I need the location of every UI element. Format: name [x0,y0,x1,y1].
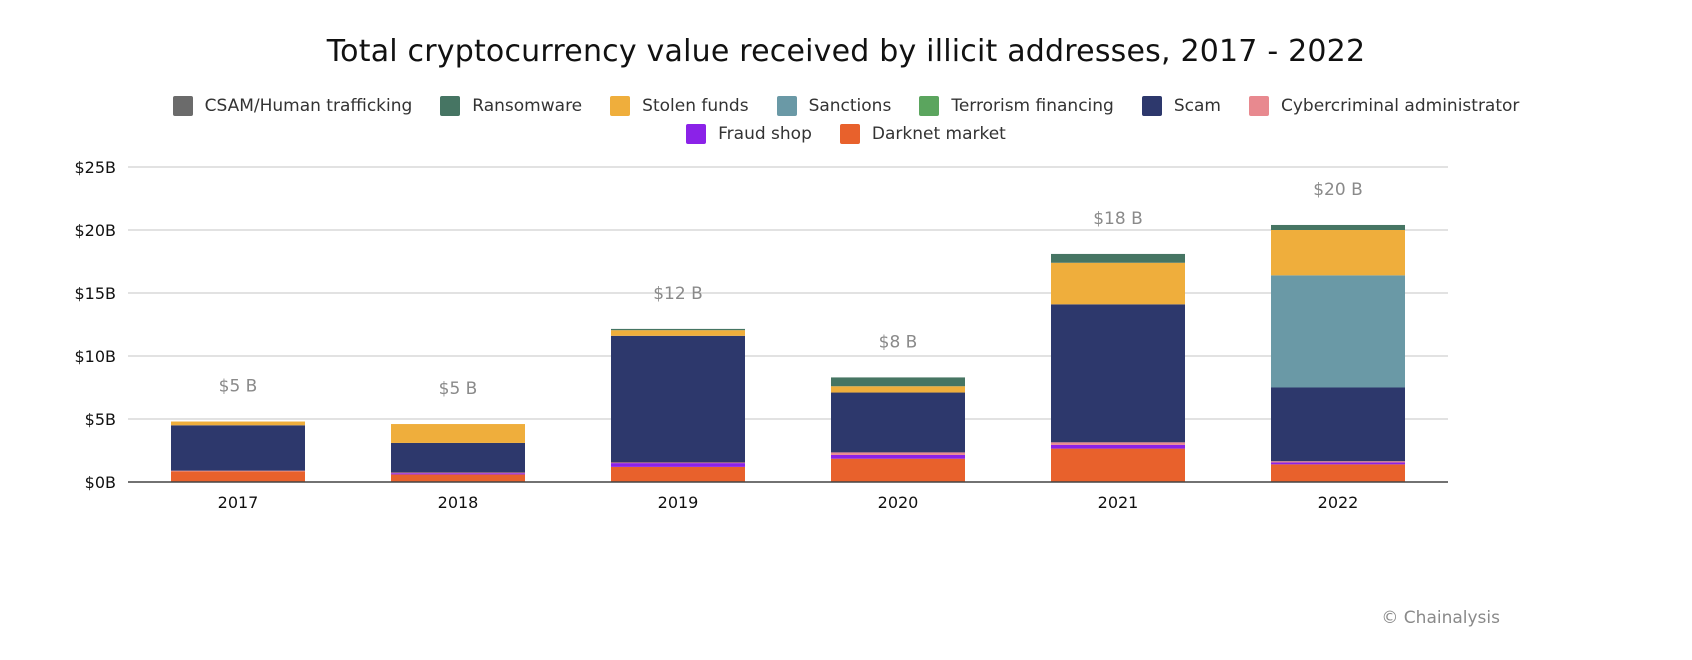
y-tick-label: $20B [74,221,116,240]
legend-swatch [440,96,461,116]
bar-segment-darknet-market[interactable] [831,458,965,482]
bar-segment-scam[interactable] [391,442,525,473]
legend-item-ransomware[interactable]: Ransomware [440,96,582,116]
x-tick-label: 2022 [1318,493,1359,512]
legend-row-2: Fraud shop Darknet market [0,124,1692,144]
legend-swatch [1248,96,1269,116]
bar-segment-scam[interactable] [171,425,305,471]
bar-segment-ransomware[interactable] [831,377,965,387]
legend-item-scam[interactable]: Scam [1141,96,1221,116]
bar-segment-ransomware[interactable] [1271,224,1405,230]
bar-segment-stolen-funds[interactable] [831,386,965,393]
legend-swatch [919,96,940,116]
legend-row-1: CSAM/Human trafficking Ransomware Stolen… [0,96,1692,116]
total-label: $12 B [653,284,703,304]
bar-segment-scam[interactable] [831,392,965,453]
x-tick-label: 2019 [658,493,699,512]
total-label: $20 B [1313,180,1363,200]
total-label: $8 B [879,332,918,352]
bar-segment-cybercriminal-administrator[interactable] [391,472,525,474]
bar-segment-stolen-funds[interactable] [1271,230,1405,276]
legend-swatch [610,96,631,116]
x-tick-label: 2020 [878,493,919,512]
legend-label: Fraud shop [718,124,812,144]
y-tick-label: $15B [74,284,116,303]
legend-label: Terrorism financing [951,96,1114,116]
legend-swatch [776,96,797,116]
bar-segment-stolen-funds[interactable] [1051,262,1185,305]
bar-segment-darknet-market[interactable] [391,474,525,482]
bar-segment-scam[interactable] [1051,304,1185,443]
bar-segment-fraud-shop[interactable] [1271,462,1405,465]
legend-label: Cybercriminal administrator [1280,96,1520,116]
bar-segment-darknet-market[interactable] [1271,464,1405,482]
bar-stack-2021 [1051,253,1185,482]
x-tick-label: 2018 [438,493,479,512]
bar-stack-2020 [831,377,965,482]
x-tick-label: 2017 [218,493,259,512]
legend-label: Stolen funds [642,96,749,116]
legend-label: CSAM/Human trafficking [204,96,413,116]
legend-item-stolen-funds[interactable]: Stolen funds [610,96,749,116]
bar-segment-sanctions[interactable] [1271,275,1405,388]
bar-segment-cybercriminal-administrator[interactable] [831,452,965,455]
legend-label: Darknet market [871,124,1006,144]
total-labels: $5 B $5 B $12 B $8 B $18 B $20 B [219,180,1363,399]
y-tick-label: $0B [85,473,116,492]
y-tick-label: $5B [85,410,116,429]
bar-segment-cybercriminal-administrator[interactable] [611,462,745,464]
bar-segment-cybercriminal-administrator[interactable] [171,470,305,472]
bar-segment-darknet-market[interactable] [611,466,745,482]
legend-item-fraud-shop[interactable]: Fraud shop [686,124,812,144]
y-tick-label: $25B [74,158,116,177]
bar-segment-darknet-market[interactable] [171,471,305,482]
bar-segment-ransomware[interactable] [1051,253,1185,263]
bar-segment-cybercriminal-administrator[interactable] [1271,461,1405,463]
bar-stack-2019 [611,328,745,482]
x-axis: 2017 2018 2019 2020 2021 2022 [128,481,1448,512]
total-label: $5 B [219,377,258,397]
legend-swatch [1141,96,1162,116]
legend-swatch [172,96,193,116]
legend-label: Ransomware [472,96,583,116]
total-label: $18 B [1093,209,1143,229]
bar-segment-ransomware[interactable] [611,328,745,331]
bar-segment-scam[interactable] [611,335,745,463]
legend-item-csam[interactable]: CSAM/Human trafficking [172,96,413,116]
bar-segment-fraud-shop[interactable] [391,473,525,475]
legend-item-cybercriminal-administrator[interactable]: Cybercriminal administrator [1248,96,1520,116]
bar-segment-stolen-funds[interactable] [391,424,525,443]
bar-segment-cybercriminal-administrator[interactable] [1051,442,1185,445]
x-tick-label: 2021 [1098,493,1139,512]
bar-segment-stolen-funds[interactable] [611,330,745,336]
bar-segment-fraud-shop[interactable] [1051,444,1185,449]
grid-lines [128,166,1448,420]
bar-segment-scam[interactable] [1271,387,1405,462]
bar-segment-fraud-shop[interactable] [611,463,745,467]
legend-item-sanctions[interactable]: Sanctions [776,96,892,116]
bar-segment-darknet-market[interactable] [1051,448,1185,482]
total-label: $5 B [439,379,478,399]
legend-item-terrorism-financing[interactable]: Terrorism financing [919,96,1114,116]
legend-label: Scam [1173,96,1221,116]
chart-title: Total cryptocurrency value received by i… [326,34,1366,69]
bar-stack-2022 [1271,224,1405,482]
bar-segment-fraud-shop[interactable] [831,454,965,459]
bar-stack-2017 [171,421,305,482]
legend-swatch [839,124,860,144]
copyright-credit: © Chainalysis [1381,608,1500,628]
legend-item-darknet-market[interactable]: Darknet market [839,124,1006,144]
legend-swatch [686,124,707,144]
bars [171,224,1405,482]
y-axis: $0B $5B $10B $15B $20B $25B [74,158,116,492]
y-tick-label: $10B [74,347,116,366]
legend: CSAM/Human trafficking Ransomware Stolen… [0,96,1692,152]
legend-label: Sanctions [808,96,892,116]
bar-segment-stolen-funds[interactable] [171,421,305,426]
bar-stack-2018 [391,424,525,482]
